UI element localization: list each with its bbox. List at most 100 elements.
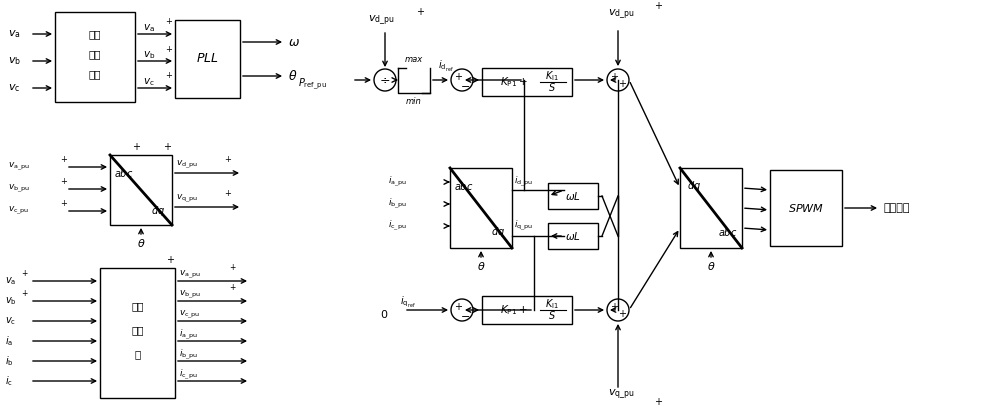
Text: 脉冲信号: 脉冲信号 <box>884 203 910 213</box>
Text: $i_{\rm b\_pu}$: $i_{\rm b\_pu}$ <box>179 348 198 362</box>
Text: $v_{\rm a\_pu}$: $v_{\rm a\_pu}$ <box>179 269 201 281</box>
Text: +: + <box>454 302 462 312</box>
Text: +: + <box>610 72 618 82</box>
Bar <box>770 170 842 246</box>
Text: $i_{\rm a\_pu}$: $i_{\rm a\_pu}$ <box>388 175 407 189</box>
Text: $\omega$: $\omega$ <box>288 35 300 49</box>
Text: $v_{\rm c\_pu}$: $v_{\rm c\_pu}$ <box>179 309 200 321</box>
Text: +: + <box>163 142 171 152</box>
Text: $abc$: $abc$ <box>114 167 134 179</box>
Text: 标幺: 标幺 <box>131 301 144 311</box>
Text: +: + <box>166 255 174 265</box>
Text: $i_{\rm c}$: $i_{\rm c}$ <box>5 374 13 388</box>
Text: $S$: $S$ <box>548 81 556 93</box>
Text: $S$: $S$ <box>548 309 556 321</box>
Circle shape <box>374 69 396 91</box>
Circle shape <box>607 69 629 91</box>
Text: +: + <box>654 397 662 407</box>
Text: $abc$: $abc$ <box>454 180 474 192</box>
Text: 提取: 提取 <box>89 69 101 79</box>
Text: $\omega L$: $\omega L$ <box>565 190 581 202</box>
Bar <box>548 223 598 249</box>
Text: 统: 统 <box>134 349 141 359</box>
Bar <box>548 183 598 209</box>
Text: +: + <box>618 79 626 89</box>
Text: 值系: 值系 <box>131 325 144 335</box>
Text: $K_{\rm I1}$: $K_{\rm I1}$ <box>545 69 559 83</box>
Circle shape <box>451 299 473 321</box>
Text: $v_{\rm q\_pu}$: $v_{\rm q\_pu}$ <box>608 387 635 401</box>
Text: $i_{\rm a\_pu}$: $i_{\rm a\_pu}$ <box>179 328 198 342</box>
Text: +: + <box>229 283 235 292</box>
Text: +: + <box>454 72 462 82</box>
Text: $i_{\rm b}$: $i_{\rm b}$ <box>5 354 14 368</box>
Text: $v_{\rm d\_pu}$: $v_{\rm d\_pu}$ <box>608 7 635 21</box>
Bar <box>482 296 572 324</box>
Text: +: + <box>618 309 626 319</box>
Bar <box>680 168 742 248</box>
Text: $v_{\rm a}$: $v_{\rm a}$ <box>143 22 155 34</box>
Text: $SPWM$: $SPWM$ <box>788 202 824 214</box>
Text: $v_{\rm b}$: $v_{\rm b}$ <box>8 55 21 67</box>
Text: $dq$: $dq$ <box>687 179 701 193</box>
Text: +: + <box>654 1 662 11</box>
Text: +: + <box>21 290 27 299</box>
Bar <box>175 20 240 98</box>
Text: $i_{\rm c\_pu}$: $i_{\rm c\_pu}$ <box>179 368 198 382</box>
Text: +: + <box>165 45 172 54</box>
Circle shape <box>607 299 629 321</box>
Text: $abc$: $abc$ <box>718 226 738 238</box>
Text: $v_{\rm c}$: $v_{\rm c}$ <box>143 76 155 88</box>
Text: $v_{\rm b\_pu}$: $v_{\rm b\_pu}$ <box>8 183 30 195</box>
Text: $v_{\rm d\_pu}$: $v_{\rm d\_pu}$ <box>368 13 395 27</box>
Text: $i_{\rm q_{ref}}$: $i_{\rm q_{ref}}$ <box>400 295 416 310</box>
Text: +: + <box>165 72 172 81</box>
Text: $i_{\rm d\_pu}$: $i_{\rm d\_pu}$ <box>514 175 533 189</box>
Text: $0$: $0$ <box>380 308 388 320</box>
Text: 分量: 分量 <box>89 49 101 59</box>
Text: +: + <box>165 17 172 27</box>
Text: $v_{\rm a}$: $v_{\rm a}$ <box>8 28 21 40</box>
Text: $v_{\rm c}$: $v_{\rm c}$ <box>5 315 16 327</box>
Bar <box>100 268 175 398</box>
Text: +: + <box>61 154 67 163</box>
Text: max: max <box>405 55 423 64</box>
Text: $i_{\rm a}$: $i_{\rm a}$ <box>5 334 13 348</box>
Text: +: + <box>21 270 27 278</box>
Text: $\theta$: $\theta$ <box>477 260 485 272</box>
Text: +: + <box>229 263 235 272</box>
Text: $\theta$: $\theta$ <box>137 237 145 249</box>
Text: $\omega L$: $\omega L$ <box>565 230 581 242</box>
Circle shape <box>451 69 473 91</box>
Text: $v_{\rm c}$: $v_{\rm c}$ <box>8 82 20 94</box>
Text: +: + <box>61 176 67 186</box>
Bar <box>55 12 135 102</box>
Text: $v_{\rm c\_pu}$: $v_{\rm c\_pu}$ <box>8 205 29 217</box>
Text: $v_{\rm q\_pu}$: $v_{\rm q\_pu}$ <box>176 193 198 205</box>
Bar <box>110 155 172 225</box>
Text: $\theta$: $\theta$ <box>288 69 297 83</box>
Text: $K_{\rm I1}$: $K_{\rm I1}$ <box>545 297 559 311</box>
Text: $v_{\rm b}$: $v_{\rm b}$ <box>5 295 17 307</box>
Text: $\theta$: $\theta$ <box>707 260 715 272</box>
Text: $K_{\rm P1}+$: $K_{\rm P1}+$ <box>500 75 528 89</box>
Text: +: + <box>132 142 140 152</box>
Text: min: min <box>406 97 422 106</box>
Text: $i_{\rm b\_pu}$: $i_{\rm b\_pu}$ <box>388 197 407 211</box>
Text: $-$: $-$ <box>460 80 470 90</box>
Text: $PLL$: $PLL$ <box>196 52 219 65</box>
Text: $P_{\rm ref\_pu}$: $P_{\rm ref\_pu}$ <box>298 77 327 92</box>
Text: $dq$: $dq$ <box>151 204 165 218</box>
Text: +: + <box>225 188 231 198</box>
Text: $v_{\rm b}$: $v_{\rm b}$ <box>143 49 155 61</box>
Text: $dq$: $dq$ <box>491 225 505 239</box>
Text: +: + <box>61 198 67 208</box>
Text: 正序: 正序 <box>89 29 101 39</box>
Text: $i_{\rm q\_pu}$: $i_{\rm q\_pu}$ <box>514 219 533 233</box>
Bar <box>450 168 512 248</box>
Bar <box>482 68 572 96</box>
Text: $i_{\rm c\_pu}$: $i_{\rm c\_pu}$ <box>388 219 407 233</box>
Text: $K_{\rm P1}+$: $K_{\rm P1}+$ <box>500 303 528 317</box>
Text: +: + <box>610 302 618 312</box>
Text: +: + <box>416 7 424 17</box>
